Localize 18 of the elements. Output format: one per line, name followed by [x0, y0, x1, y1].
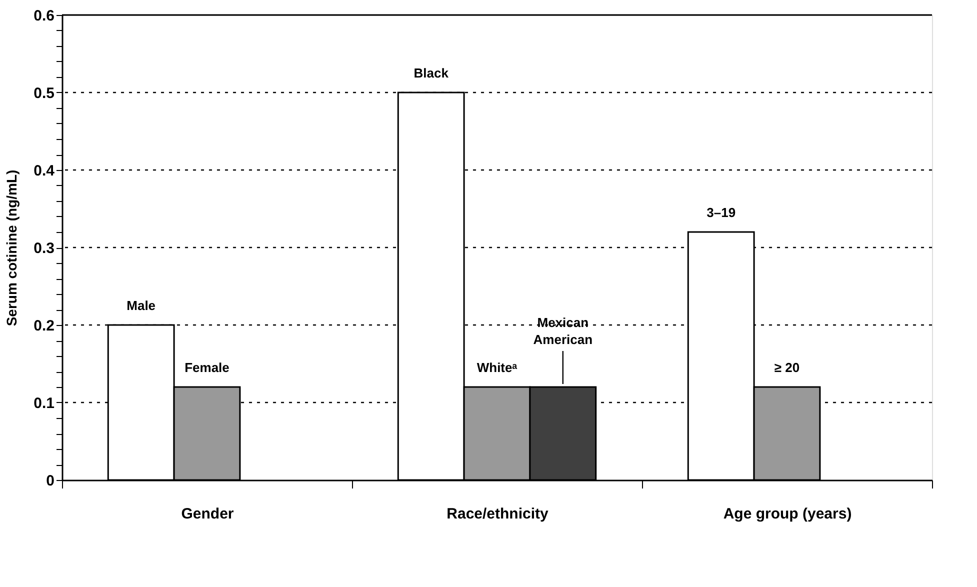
y-tick-label: 0: [46, 472, 54, 490]
annotation: 3–19: [706, 205, 736, 220]
annotation: Male: [126, 298, 156, 313]
annotation: ≥ 20: [774, 360, 800, 375]
x-tick-label: Race/ethnicity: [446, 506, 549, 522]
annotation: Whiteᵃ: [476, 360, 518, 375]
y-tick-label: 0.5: [34, 85, 54, 102]
annotation: Female: [184, 360, 230, 375]
y-tick-label: 0.1: [34, 395, 54, 412]
y-tick-label: 0.6: [34, 8, 54, 24]
annotation: Mexican American: [533, 315, 593, 347]
y-tick-label: 0.4: [34, 162, 56, 180]
y-tick-label: 0.2: [34, 318, 54, 334]
x-tick-label: Gender: [181, 506, 234, 522]
x-tick-label: Age group (years): [723, 506, 852, 522]
y-axis-title: Serum cotinine (ng/mL): [4, 170, 20, 326]
annotation: Black: [414, 66, 450, 80]
y-tick-label: 0.3: [34, 240, 54, 257]
